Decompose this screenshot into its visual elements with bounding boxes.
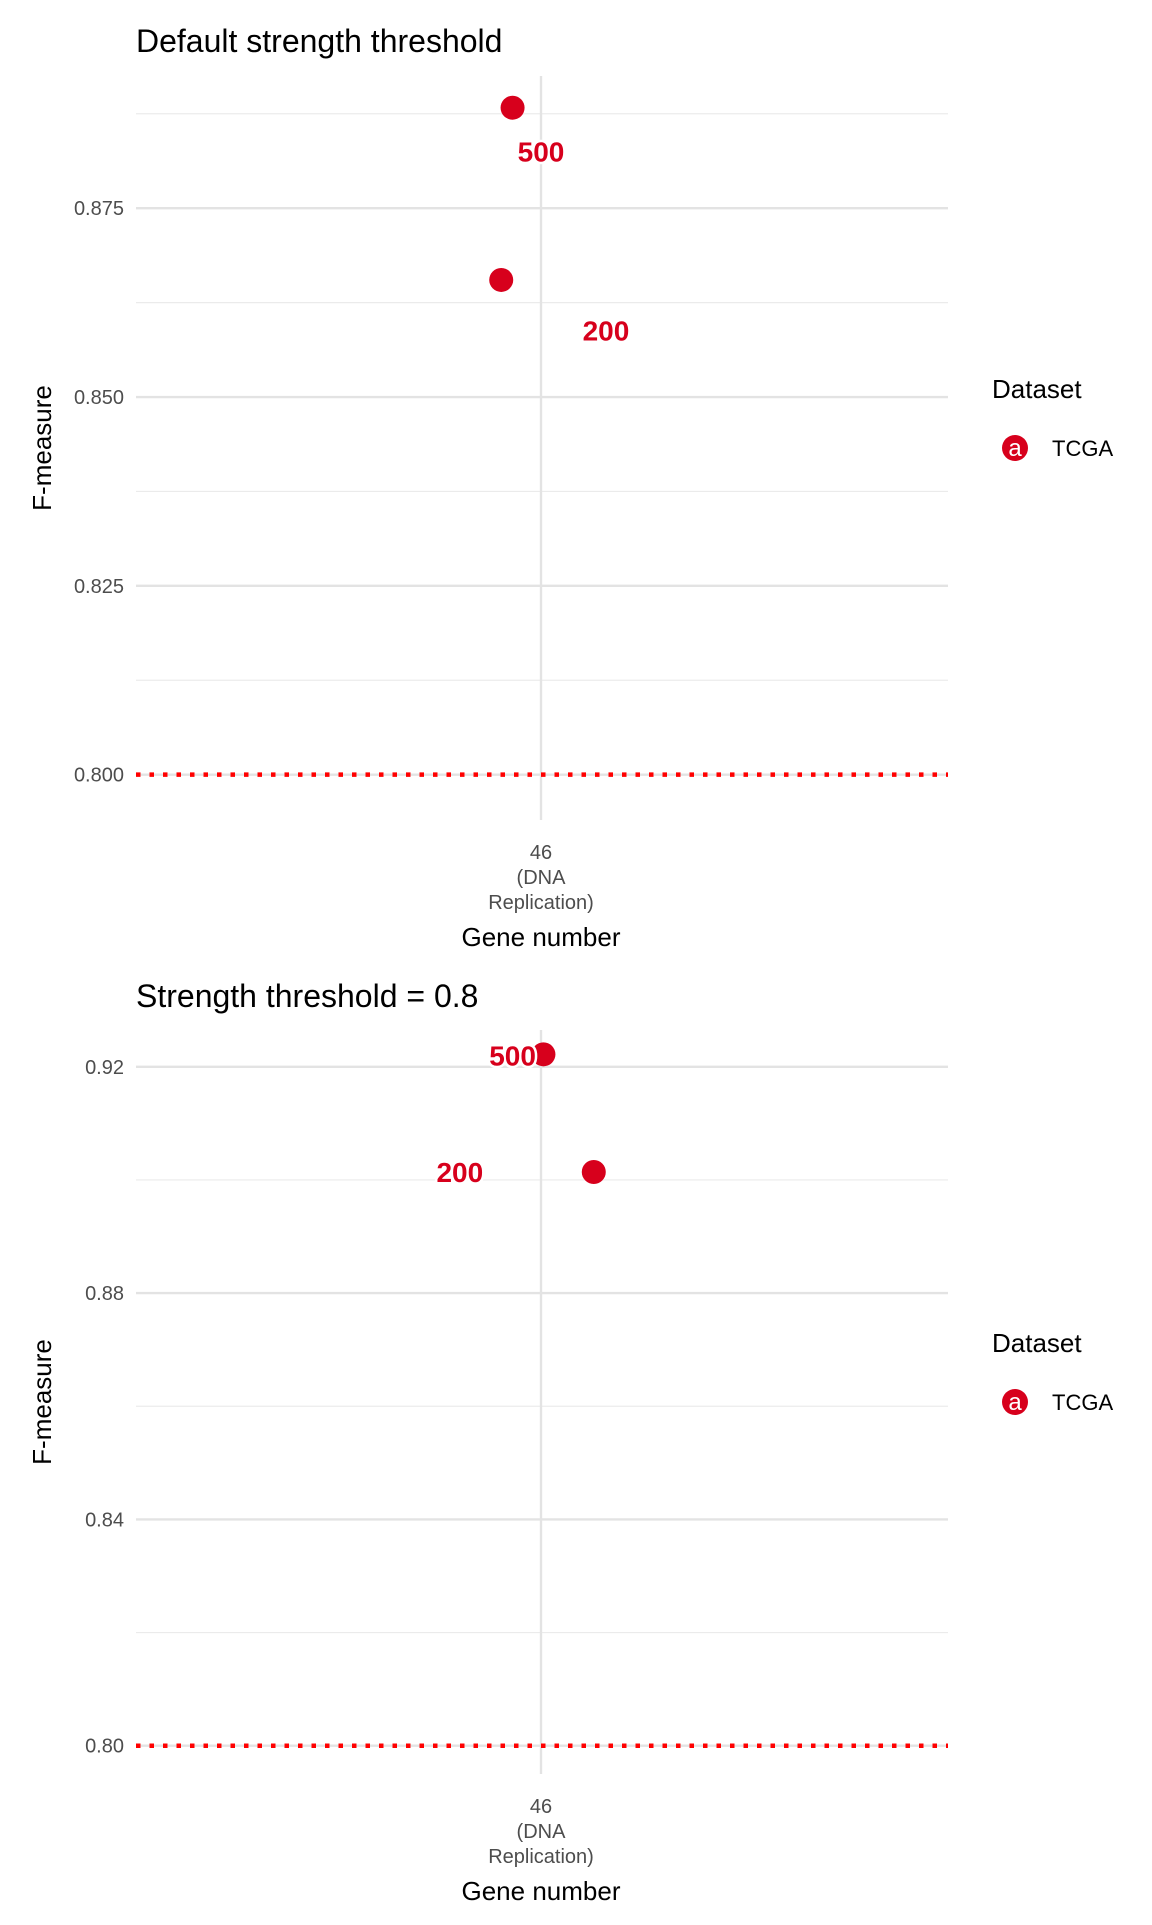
legend-label: TCGA <box>1052 436 1113 461</box>
y-tick-label: 0.84 <box>85 1509 124 1531</box>
legend-label: TCGA <box>1052 1390 1113 1415</box>
data-label: 500 <box>489 1040 536 1071</box>
y-tick-label: 0.80 <box>85 1736 124 1758</box>
y-tick-label: 0.92 <box>85 1057 124 1079</box>
legend-title: Dataset <box>992 1328 1082 1358</box>
data-label: 500 <box>518 137 565 168</box>
y-tick-label: 0.800 <box>74 765 124 787</box>
data-label: 200 <box>583 316 630 347</box>
legend-key-glyph: a <box>1008 435 1022 462</box>
data-point <box>500 95 525 120</box>
x-axis-title: Gene number <box>462 922 621 952</box>
legend-key <box>1002 1389 1028 1415</box>
x-tick-label: 46 (DNA Replication) <box>488 842 594 914</box>
y-tick-label: 0.88 <box>85 1283 124 1305</box>
x-axis-title: Gene number <box>462 1876 621 1906</box>
y-axis-title: F-measure <box>27 1339 57 1465</box>
legend-key <box>1002 435 1028 461</box>
legend-key-glyph: a <box>1008 1389 1022 1416</box>
y-tick-label: 0.850 <box>74 387 124 409</box>
legend-title: Dataset <box>992 374 1082 404</box>
chart-panel-2: 0.80 0.84 0.88 0.92 46 (DNA Replication) Gene n… <box>27 978 1113 1906</box>
y-axis-title: F-measure <box>27 385 57 511</box>
data-point <box>489 267 514 292</box>
chart-title: Default strength threshold <box>136 23 502 59</box>
y-tick-label: 0.825 <box>74 576 124 598</box>
y-tick-label: 0.875 <box>74 198 124 220</box>
data-label: 200 <box>436 1157 483 1188</box>
chart-panel-1: 0.800 0.825 0.850 0.875 46 (DNA Replication) Ge… <box>27 23 1113 952</box>
chart-title: Strength threshold = 0.8 <box>136 978 478 1014</box>
data-point <box>581 1160 606 1185</box>
x-tick-label: 46 (DNA Replication) <box>488 1796 594 1868</box>
data-point <box>531 1042 556 1067</box>
